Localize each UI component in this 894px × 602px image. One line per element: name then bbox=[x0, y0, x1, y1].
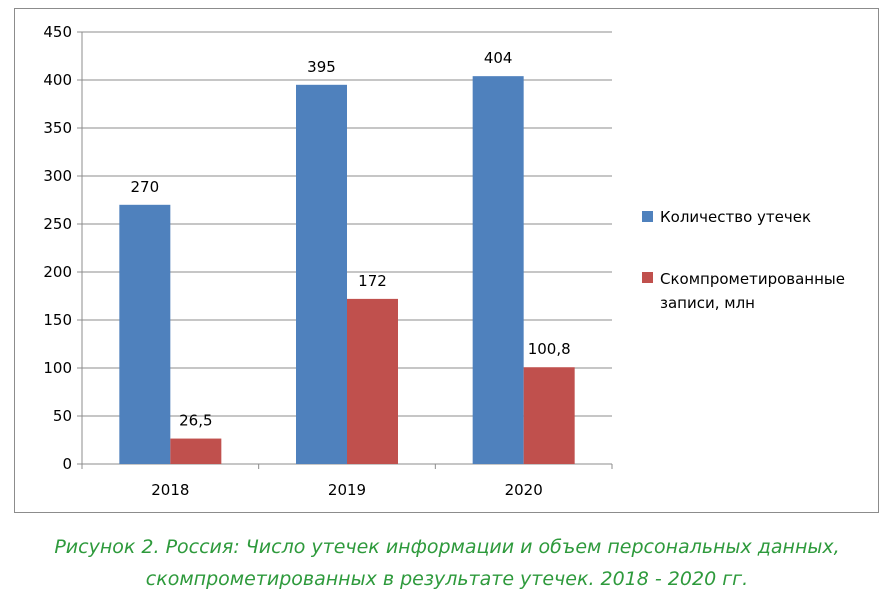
legend-swatch-records bbox=[642, 272, 653, 283]
legend-label-leaks: Количество утечек bbox=[660, 208, 811, 226]
y-tick-labels: 0 50 100 150 200 250 300 350 400 450 bbox=[43, 23, 72, 473]
y-tick-label: 0 bbox=[62, 455, 72, 473]
figure-caption: Рисунок 2. Россия: Число утечек информац… bbox=[0, 531, 894, 595]
bar-leaks-2020 bbox=[472, 76, 524, 464]
bar-leaks-2018 bbox=[119, 204, 171, 465]
data-label-records-2019: 172 bbox=[358, 272, 387, 290]
y-tick-label: 200 bbox=[43, 263, 72, 281]
y-tick-label: 300 bbox=[43, 167, 72, 185]
data-label-records-2018: 26,5 bbox=[179, 412, 212, 430]
x-tick-label: 2020 bbox=[505, 481, 543, 499]
y-tick-label: 50 bbox=[53, 407, 72, 425]
legend-label-records-line2: записи, млн bbox=[660, 294, 755, 312]
x-tick-label: 2019 bbox=[328, 481, 366, 499]
legend-label-records-line1: Скомпрометированные bbox=[660, 270, 845, 288]
x-tick-label: 2018 bbox=[151, 481, 189, 499]
y-tick-label: 250 bbox=[43, 215, 72, 233]
data-label-leaks-2019: 395 bbox=[307, 58, 336, 76]
bar-records-2018 bbox=[170, 438, 222, 464]
x-tick-labels: 2018 2019 2020 bbox=[151, 481, 543, 499]
bar-records-2019 bbox=[347, 298, 398, 464]
caption-line-1: Рисунок 2. Россия: Число утечек информац… bbox=[54, 536, 840, 558]
data-label-leaks-2018: 270 bbox=[131, 178, 160, 196]
bars bbox=[119, 76, 575, 465]
y-tick-label: 400 bbox=[43, 71, 72, 89]
y-tick-label: 100 bbox=[43, 359, 72, 377]
data-label-records-2020: 100,8 bbox=[528, 340, 571, 358]
chart-frame: 0 50 100 150 200 250 300 350 400 450 2018 2019 2020… bbox=[14, 8, 879, 513]
y-tick-label: 350 bbox=[43, 119, 72, 137]
bar-records-2020 bbox=[523, 367, 575, 464]
bar-chart: 0 50 100 150 200 250 300 350 400 450 2018 2019 2020… bbox=[43, 23, 845, 499]
legend: Количество утечек Скомпрометированные за… bbox=[642, 208, 845, 312]
bar-leaks-2019 bbox=[296, 84, 347, 465]
caption-line-2: скомпрометированных в результате утечек.… bbox=[145, 568, 749, 590]
data-label-leaks-2020: 404 bbox=[484, 49, 513, 67]
data-labels: 270 395 404 26,5 172 100,8 bbox=[131, 49, 571, 429]
y-tick-label: 450 bbox=[43, 23, 72, 41]
y-tick-label: 150 bbox=[43, 311, 72, 329]
legend-swatch-leaks bbox=[642, 211, 653, 222]
